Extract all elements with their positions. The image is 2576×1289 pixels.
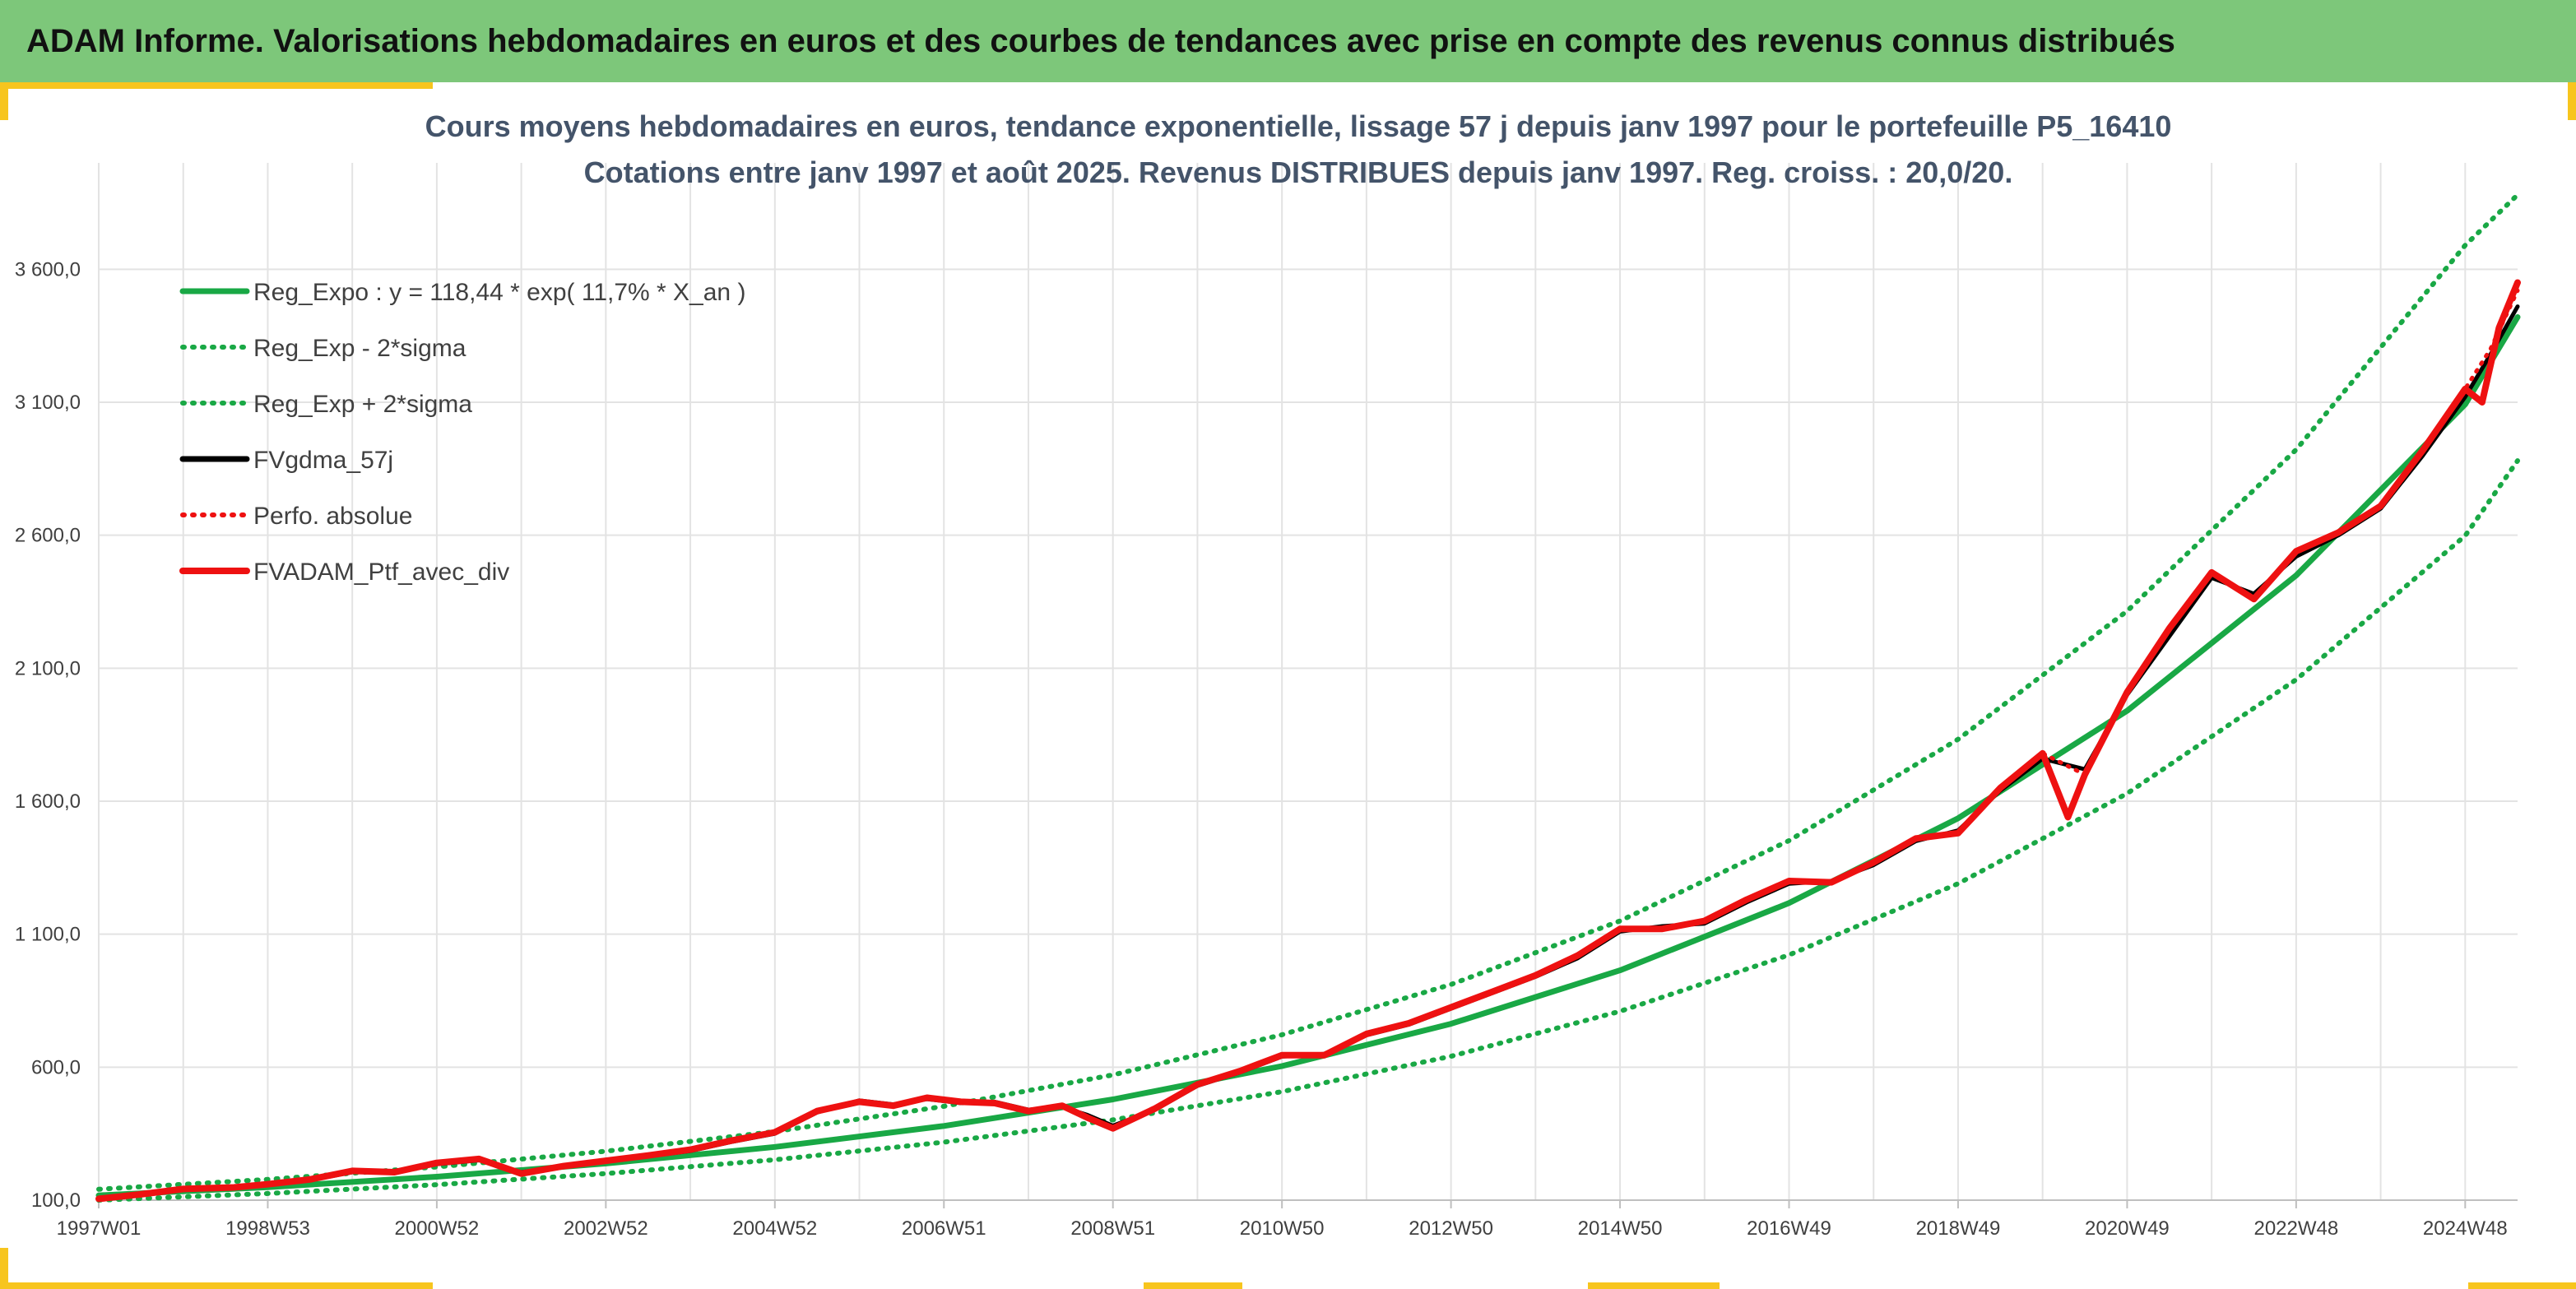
y-tick-label: 100,0 [31,1189,81,1212]
legend-label: Reg_Exp - 2*sigma [253,335,466,362]
x-tick-label: 1997W01 [57,1217,142,1240]
x-tick-label: 2020W49 [2085,1217,2170,1240]
series-lines [95,192,2521,1203]
accent-bar [0,1282,433,1289]
x-tick-label: 2014W50 [1578,1217,1663,1240]
x-tick-label: 2024W48 [2423,1217,2508,1240]
x-tick-label: 2010W50 [1240,1217,1325,1240]
x-tick-label: 2004W52 [732,1217,817,1240]
accent-bar [2468,1282,2576,1289]
report-header: ADAM Informe. Valorisations hebdomadaire… [0,0,2576,82]
y-tick-label: 3 100,0 [15,392,81,414]
x-tick-label: 2016W49 [1747,1217,1831,1240]
accent-bar [0,1248,8,1289]
x-tick-label: 2002W52 [564,1217,648,1240]
series-reg-exp-plus-2sigma [96,192,2520,1192]
series-reg-exp-minus-2sigma [96,458,2520,1203]
x-tick-label: 2022W48 [2253,1217,2338,1240]
accent-bar [1588,1282,1720,1289]
legend-label: FVADAM_Ptf_avec_div [253,559,509,586]
series-perfo-absolue [96,288,2520,1201]
series-reg-expo [95,314,2521,1199]
x-tick-label: 2000W52 [395,1217,480,1240]
legend-label: Reg_Expo : y = 118,44 * exp( 11,7% * X_a… [253,279,745,306]
x-tick-label: 1998W53 [225,1217,310,1240]
legend-label: FVgdma_57j [253,447,393,474]
y-axis-ticks: 100,0 600,0 1 100,0 1 600,0 2 100,0 2 600,0 3 … [15,258,81,1212]
x-tick-label: 2018W49 [1916,1217,2001,1240]
series-fvgdma-57j [96,304,2520,1201]
x-tick-label: 2008W51 [1070,1217,1155,1240]
line-chart: 100,0 600,0 1 100,0 1 600,0 2 100,0 2 600,0 3 … [15,109,2521,1240]
y-tick-label: 1 600,0 [15,791,81,813]
legend-label: Reg_Exp + 2*sigma [253,391,472,418]
x-tick-label: 2012W50 [1409,1217,1493,1240]
accent-bar [0,82,8,120]
chart-title-line1: Cours moyens hebdomadaires en euros, ten… [425,109,2172,143]
legend-label: Perfo. absolue [253,503,412,530]
y-tick-label: 1 100,0 [15,924,81,946]
y-tick-label: 2 600,0 [15,525,81,547]
series-fvadam-ptf-avec-div [95,279,2521,1203]
y-tick-label: 600,0 [31,1056,81,1078]
chart-title-line2: Cotations entre janv 1997 et août 2025. … [584,155,2013,189]
x-tick-label: 2006W51 [902,1217,986,1240]
accent-bar [1144,1282,1242,1289]
y-tick-label: 3 600,0 [15,258,81,281]
x-axis-ticks: 1997W01 1998W53 2000W52 2002W52 2004W52 2006W… [57,1200,2508,1240]
y-tick-label: 2 100,0 [15,657,81,679]
chart-legend: Reg_Expo : y = 118,44 * exp( 11,7% * X_a… [179,279,745,586]
accent-bar [0,82,433,89]
chart-area: 100,0 600,0 1 100,0 1 600,0 2 100,0 2 600,0 3 … [8,89,2568,1282]
vertical-gridlines [98,163,2467,1200]
report-title: ADAM Informe. Valorisations hebdomadaire… [26,22,2175,59]
accent-bar [2568,82,2576,120]
